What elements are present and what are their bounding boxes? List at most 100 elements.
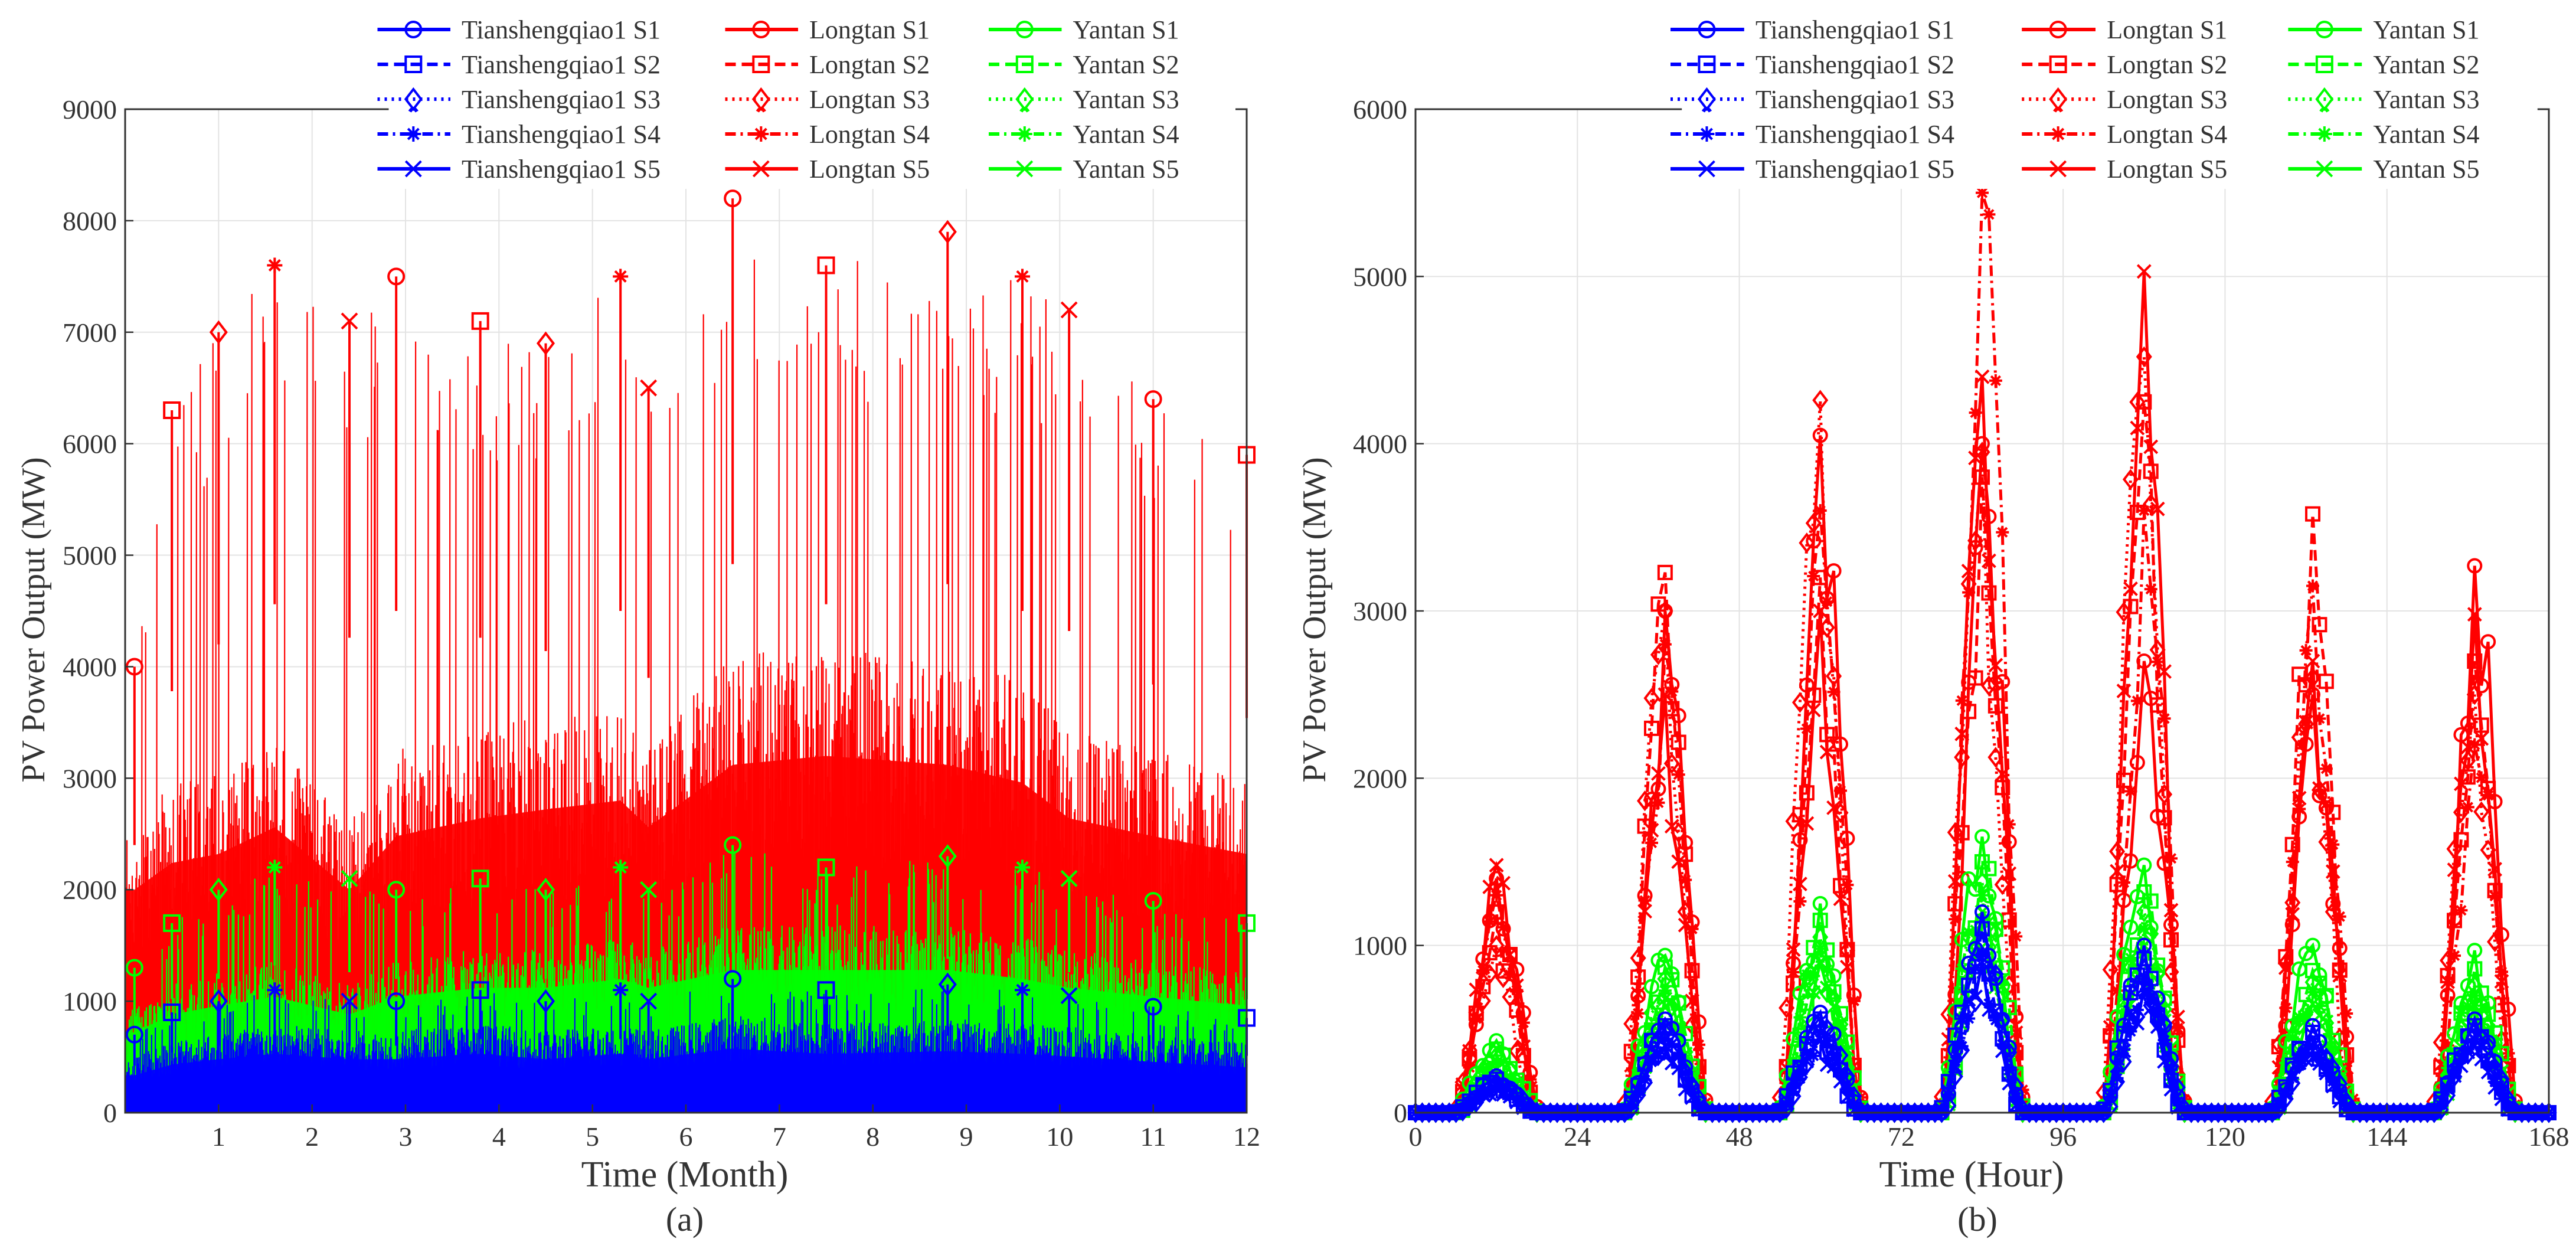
- x-tick-label: 96: [2049, 1122, 2077, 1152]
- data-point: [1994, 874, 2011, 895]
- legend-label: Longtan S2: [2107, 50, 2227, 79]
- data-point: [1630, 986, 1646, 1001]
- data-point: [2487, 1080, 2502, 1095]
- peak-marker: [341, 869, 358, 887]
- legend-marker-x: [2316, 160, 2333, 178]
- peak-marker: [267, 859, 283, 875]
- data-point: [1819, 744, 1835, 760]
- data-point: [2165, 1063, 2178, 1077]
- data-point: [1954, 1012, 1970, 1027]
- legend-background: [388, 0, 1235, 189]
- data-point: [2474, 1040, 2488, 1054]
- data-point: [1475, 959, 1490, 975]
- data-point: [1643, 688, 1660, 709]
- data-point: [1483, 915, 1496, 929]
- data-point: [1624, 1093, 1639, 1108]
- data-point: [2110, 1058, 2124, 1074]
- data-point: [1469, 982, 1484, 998]
- data-point: [2157, 1054, 2172, 1069]
- legend-row-clipped: [408, 107, 1030, 113]
- data-point: [1489, 904, 1505, 920]
- data-point: [1955, 1039, 1969, 1053]
- y-tick-label: 5000: [1353, 261, 1407, 292]
- y-tick-label: 3000: [63, 763, 117, 793]
- data-point: [1813, 603, 1828, 619]
- data-point: [1652, 796, 1665, 809]
- legend-marker-circle: [2315, 21, 2333, 38]
- legend-entry: Yantan S4: [2288, 120, 2480, 149]
- legend-label: Yantan S4: [2373, 120, 2479, 149]
- data-point: [1502, 947, 1518, 962]
- legend-entry: Yantan S3: [2288, 85, 2480, 114]
- x-tick-label: 10: [1046, 1122, 1073, 1152]
- y-tick-label: 8000: [63, 206, 117, 236]
- y-tick-label: 6000: [1353, 94, 1407, 125]
- legend-marker-square: [2315, 55, 2333, 73]
- data-point: [2325, 901, 2341, 923]
- x-axis-label-b: Time (Hour): [1879, 1155, 2064, 1195]
- legend-label: Yantan S5: [2373, 155, 2479, 184]
- data-point: [2467, 607, 2482, 622]
- data-point: [2016, 1083, 2029, 1097]
- legend-marker-circle: [752, 21, 770, 38]
- data-point: [1496, 875, 1511, 891]
- data-point: [1813, 942, 1827, 956]
- data-point: [2494, 974, 2509, 989]
- data-point: [2454, 904, 2468, 917]
- legend-marker-x: [2049, 160, 2067, 178]
- x-tick-label: 3: [399, 1122, 413, 1152]
- data-point: [1679, 1066, 1692, 1080]
- y-tick-label: 7000: [63, 318, 117, 348]
- legend-marker-square: [404, 55, 423, 73]
- data-point: [2480, 785, 2496, 800]
- data-point: [2447, 862, 2462, 877]
- data-point: [2494, 1091, 2509, 1107]
- data-point: [1941, 1066, 1955, 1080]
- peak-marker: [640, 379, 658, 397]
- legend-marker-circle: [404, 21, 423, 38]
- data-point: [2487, 862, 2502, 877]
- data-point: [1981, 861, 1997, 877]
- data-point: [2447, 913, 2462, 929]
- data-point: [1692, 1038, 1705, 1051]
- legend-entry: Tianshengqiao1 S4: [377, 120, 661, 149]
- data-point: [1961, 564, 1976, 578]
- data-point: [1820, 963, 1834, 976]
- y-tick-label: 5000: [63, 541, 117, 571]
- data-point: [2299, 1012, 2313, 1028]
- data-point: [1787, 1085, 1800, 1099]
- data-point: [1617, 1104, 1632, 1119]
- data-point: [2123, 1005, 2138, 1020]
- data-point: [2325, 1078, 2340, 1094]
- data-point: [1996, 525, 2009, 539]
- data-point: [2002, 1063, 2016, 1077]
- legend-marker-star: [2316, 126, 2332, 142]
- data-point: [1799, 816, 1815, 831]
- data-point: [2474, 731, 2489, 746]
- data-point: [1684, 963, 1700, 979]
- data-point: [1482, 1087, 1498, 1102]
- legend-label: Yantan S2: [1073, 50, 1179, 79]
- data-point: [1812, 427, 1828, 443]
- data-point: [2136, 980, 2152, 995]
- legend-marker-star: [406, 126, 421, 142]
- data-point: [1841, 878, 1854, 892]
- data-point: [2170, 1009, 2185, 1025]
- data-point: [2278, 960, 2293, 975]
- data-point: [2461, 1042, 2474, 1056]
- data-point: [2002, 818, 2016, 831]
- data-point: [1949, 913, 1962, 926]
- data-point: [1975, 954, 1990, 970]
- data-point: [1685, 1090, 1699, 1105]
- x-tick-label: 8: [866, 1122, 880, 1152]
- legend-label: Longtan S5: [809, 155, 930, 184]
- data-point: [1840, 1090, 1855, 1104]
- data-point: [1840, 1042, 1855, 1057]
- legend-entry: Yantan S2: [2288, 50, 2480, 79]
- data-point: [1976, 186, 1989, 200]
- data-point: [2299, 1046, 2313, 1060]
- peak-marker: [640, 881, 658, 898]
- data-point: [1692, 1099, 1705, 1112]
- data-point: [1483, 1085, 1496, 1099]
- data-point: [2299, 1008, 2313, 1021]
